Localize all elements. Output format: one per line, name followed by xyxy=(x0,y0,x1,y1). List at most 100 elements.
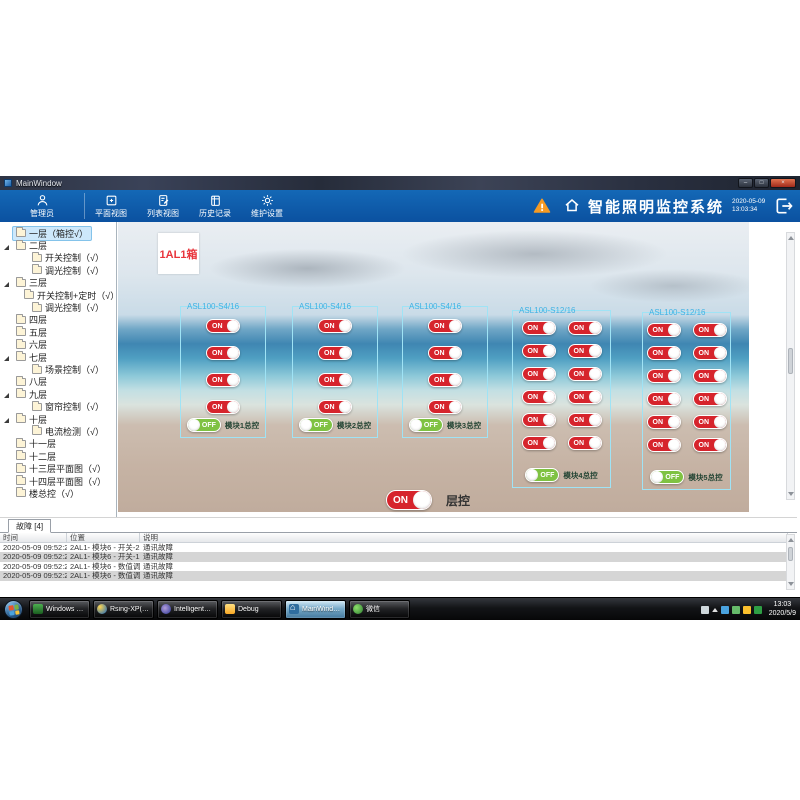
tree-item[interactable]: 十一层 xyxy=(0,437,116,450)
switch-toggle-on[interactable]: ON xyxy=(646,346,681,360)
switch-toggle-off[interactable]: OFF xyxy=(408,418,443,432)
fault-row[interactable]: 2020-05-09 09:52:27 2AL1- 模块6 - 开关-2 通讯故障 xyxy=(0,542,788,552)
tree-item[interactable]: 一层（箱控√） xyxy=(0,225,116,241)
tree-item[interactable]: 四层 xyxy=(0,313,116,326)
switch-toggle-on[interactable]: ON xyxy=(521,344,556,358)
tray-clock[interactable]: 13:03 2020/5/9 xyxy=(769,601,796,618)
switch-toggle-on[interactable]: ON xyxy=(567,436,602,450)
switch-toggle-on[interactable]: ON xyxy=(567,413,602,427)
tray-network-icon[interactable] xyxy=(720,605,729,614)
taskbar-button[interactable]: Windows 任务管... xyxy=(29,599,90,619)
column-header[interactable]: 时间 xyxy=(0,533,67,542)
switch-toggle-on[interactable]: ON xyxy=(692,415,727,429)
list-view-button[interactable]: 列表视图 xyxy=(137,190,189,222)
tree-item[interactable]: 九层 xyxy=(0,388,116,400)
switch-toggle-on[interactable]: ON xyxy=(206,319,240,333)
tree-item[interactable]: 窗帘控制（√） xyxy=(0,400,116,412)
switch-toggle-off[interactable]: OFF xyxy=(186,418,221,432)
switch-toggle-on[interactable]: ON xyxy=(428,373,462,387)
switch-toggle-on[interactable]: ON xyxy=(318,319,352,333)
switch-toggle-on[interactable]: ON xyxy=(692,346,727,360)
taskbar-button[interactable]: Debug xyxy=(221,599,282,619)
taskbar-button[interactable]: MainWindow xyxy=(285,599,346,619)
scrollbar-thumb[interactable] xyxy=(788,348,793,374)
tree-item[interactable]: 三层 xyxy=(0,274,116,292)
column-header[interactable]: 位置 xyxy=(67,533,140,542)
history-button[interactable]: 历史记录 xyxy=(189,190,241,222)
tree-item[interactable]: 调光控制（√） xyxy=(0,264,116,276)
switch-toggle-on[interactable]: ON xyxy=(646,415,681,429)
switch-toggle-on[interactable]: ON xyxy=(206,346,240,360)
switch-toggle-on[interactable]: ON xyxy=(567,321,602,335)
column-header[interactable]: 说明 xyxy=(140,533,788,542)
scroll-up-icon[interactable] xyxy=(788,236,794,240)
admin-user-button[interactable]: 管理员 xyxy=(0,190,84,222)
tree-item[interactable]: 六层 xyxy=(0,338,116,351)
main-vertical-scrollbar[interactable] xyxy=(786,232,795,500)
alarm-warning-icon[interactable] xyxy=(532,197,552,215)
switch-toggle-on[interactable]: ON xyxy=(521,436,556,450)
tree-item[interactable]: 开关控制+定时（√） xyxy=(0,289,116,301)
maintenance-settings-button[interactable]: 维护设置 xyxy=(241,190,293,222)
tree-item[interactable]: 八层 xyxy=(0,375,116,388)
tray-update-icon[interactable] xyxy=(742,605,751,614)
tree-item[interactable]: 电流检测（√） xyxy=(0,425,116,437)
logout-icon[interactable] xyxy=(774,196,794,216)
maximize-button[interactable]: □ xyxy=(754,178,769,188)
switch-toggle-on[interactable]: ON xyxy=(646,369,681,383)
switch-toggle-on[interactable]: ON xyxy=(567,367,602,381)
tree-expander-icon[interactable] xyxy=(4,237,12,255)
switch-toggle-on[interactable]: ON xyxy=(646,392,681,406)
tree-item[interactable]: 十二层 xyxy=(0,450,116,462)
switch-toggle-on[interactable]: ON xyxy=(521,390,556,404)
switch-toggle-on[interactable]: ON xyxy=(692,369,727,383)
switch-toggle-on[interactable]: ON xyxy=(567,390,602,404)
scroll-down-icon[interactable] xyxy=(788,492,794,496)
switch-toggle-on[interactable]: ON xyxy=(521,367,556,381)
minimize-button[interactable]: – xyxy=(738,178,753,188)
tree-item[interactable]: 五层 xyxy=(0,326,116,338)
tree-expander-icon[interactable] xyxy=(4,348,12,366)
tray-expand-icon[interactable] xyxy=(711,607,718,612)
tree-item[interactable]: 场景控制（√） xyxy=(0,363,116,375)
switch-toggle-on[interactable]: ON xyxy=(646,323,681,337)
tray-app-icon[interactable] xyxy=(700,605,709,614)
switch-toggle-on[interactable]: ON xyxy=(567,344,602,358)
tray-messenger-icon[interactable] xyxy=(753,605,762,614)
fault-row[interactable]: 2020-05-09 09:52:27 2AL1- 模块6 - 开关-1 通讯故障 xyxy=(0,552,788,562)
tree-item[interactable]: 楼总控（√） xyxy=(0,487,116,499)
switch-toggle-on[interactable]: ON xyxy=(646,438,681,452)
tree-item[interactable]: 十四层平面图（√） xyxy=(0,475,116,487)
switch-toggle-on[interactable]: ON xyxy=(318,346,352,360)
switch-toggle-on[interactable]: ON xyxy=(521,321,556,335)
plan-view-button[interactable]: 平面视图 xyxy=(85,190,137,222)
fault-scrollbar[interactable] xyxy=(786,534,795,590)
switch-toggle-on[interactable]: ON xyxy=(692,392,727,406)
switch-toggle-off[interactable]: OFF xyxy=(298,418,333,432)
tree-expander-icon[interactable] xyxy=(4,410,12,428)
switch-toggle-on[interactable]: ON xyxy=(521,413,556,427)
switch-toggle-on[interactable]: ON xyxy=(692,438,727,452)
switch-toggle-on[interactable]: ON xyxy=(428,346,462,360)
tree-item[interactable]: 开关控制（√） xyxy=(0,251,116,264)
switch-toggle-on[interactable]: ON xyxy=(692,323,727,337)
tree-expander-icon[interactable] xyxy=(4,274,12,292)
taskbar-button[interactable]: 微信 xyxy=(349,599,410,619)
switch-toggle-on[interactable]: ON xyxy=(206,373,240,387)
close-button[interactable]: × xyxy=(770,178,796,188)
tree-item[interactable]: 十层 xyxy=(0,413,116,425)
scrollbar-thumb[interactable] xyxy=(788,547,793,561)
switch-toggle-on[interactable]: ON xyxy=(206,400,240,414)
tree-item[interactable]: 调光控制（√） xyxy=(0,301,116,313)
tree-expander-icon[interactable] xyxy=(4,385,12,403)
taskbar-button[interactable]: IntelligentLightin... xyxy=(157,599,218,619)
floor-control-toggle[interactable]: ON xyxy=(386,490,432,510)
fault-tab[interactable]: 故障 [4] xyxy=(8,519,52,533)
scroll-down-icon[interactable] xyxy=(788,582,794,586)
switch-toggle-off[interactable]: OFF xyxy=(650,470,685,484)
switch-toggle-on[interactable]: ON xyxy=(428,400,462,414)
switch-toggle-off[interactable]: OFF xyxy=(525,468,560,482)
switch-toggle-on[interactable]: ON xyxy=(318,400,352,414)
